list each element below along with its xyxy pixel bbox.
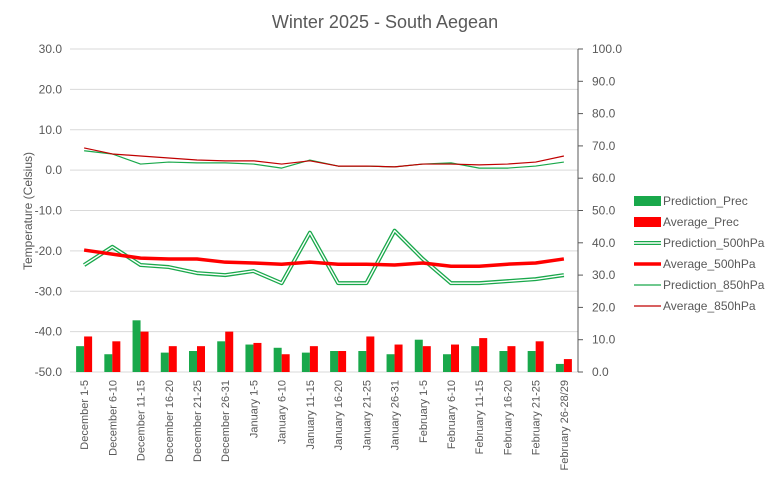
x-category-label: January 21-25 [361, 380, 373, 450]
y2-tick-label: 30.0 [592, 268, 616, 282]
bar-average-prec [309, 346, 318, 372]
bar-prediction-prec [358, 351, 367, 372]
bar-average-prec [140, 331, 149, 372]
y-tick-label: 0.0 [45, 163, 62, 177]
y2-tick-label: 70.0 [592, 139, 616, 153]
bar-average-prec [168, 346, 177, 372]
y-tick-label: -40.0 [35, 325, 63, 339]
x-category-label: February 21-25 [531, 380, 543, 455]
bar-average-prec [197, 346, 205, 372]
bar-average-prec [112, 341, 121, 372]
y2-tick-label: 90.0 [592, 74, 616, 88]
bar-average-prec [253, 342, 262, 372]
y2-tick-label: 10.0 [592, 333, 616, 347]
legend-prediction-prec-swatch [634, 196, 661, 206]
bar-prediction-prec [76, 346, 85, 372]
bar-prediction-prec [555, 363, 564, 372]
bar-prediction-prec [499, 351, 508, 372]
y2-tick-label: 20.0 [592, 300, 616, 314]
bar-average-prec [451, 344, 459, 372]
legend-average-prec-swatch [634, 217, 661, 227]
bar-average-prec [422, 346, 431, 372]
bar-average-prec [563, 359, 572, 372]
y-tick-label: -10.0 [35, 204, 63, 218]
bar-prediction-prec [386, 354, 395, 372]
y2-tick-label: 60.0 [592, 171, 616, 185]
legend-average-850hpa-label: Average_850hPa [663, 299, 756, 313]
chart-title: Winter 2025 - South Aegean [272, 12, 498, 32]
x-category-label: December 1-5 [79, 380, 91, 450]
x-category-label: January 1-5 [248, 380, 260, 438]
bar-average-prec [366, 336, 375, 372]
x-category-label: February 11-15 [474, 380, 486, 454]
bar-prediction-prec [527, 351, 536, 372]
x-category-label: December 11-15 [136, 380, 148, 461]
bar-average-prec [535, 341, 544, 372]
line-average-500hpa [83, 248, 565, 268]
bar-average-prec [394, 344, 403, 372]
x-category-label: December 26-31 [220, 380, 232, 462]
bar-prediction-prec [104, 354, 113, 372]
bar-prediction-prec [132, 320, 141, 372]
y2-tick-label: 40.0 [592, 236, 616, 250]
bar-prediction-prec [273, 347, 282, 372]
x-category-label: January 26-31 [390, 380, 402, 450]
x-category-label: December 6-10 [107, 380, 119, 456]
x-category-label: December 16-20 [164, 380, 176, 462]
bar-average-prec [507, 346, 516, 372]
bar-prediction-prec [245, 344, 254, 372]
y-axis-label: Temperature (Celsius) [21, 152, 35, 270]
line-average-850hpa [83, 147, 565, 168]
y-tick-label: -50.0 [35, 365, 63, 379]
x-category-label: January 16-20 [333, 380, 345, 450]
legend-average-500hpa-label: Average_500hPa [663, 257, 756, 271]
y2-tick-label: 80.0 [592, 107, 616, 121]
line-prediction-850hpa [84, 150, 564, 169]
bar-prediction-prec [414, 339, 423, 372]
legend-prediction-500hpa-label: Prediction_500hPa [663, 236, 765, 250]
y2-tick-label: 0.0 [592, 365, 609, 379]
bar-prediction-prec [443, 354, 451, 372]
y-tick-label: -30.0 [35, 284, 63, 298]
bar-prediction-prec [160, 352, 169, 372]
legend-prediction-prec-label: Prediction_Prec [663, 194, 748, 208]
x-category-label: January 11-15 [305, 380, 317, 450]
x-category-label: January 6-10 [277, 380, 289, 444]
y2-tick-label: 50.0 [592, 204, 616, 218]
x-category-label: February 6-10 [446, 380, 458, 449]
bar-prediction-prec [189, 351, 197, 372]
line-prediction-500hpa-inner [83, 229, 564, 284]
x-category-label: February 1-5 [418, 380, 430, 443]
y-tick-label: 20.0 [39, 82, 63, 96]
bar-average-prec [84, 336, 93, 372]
x-category-label: December 21-25 [192, 380, 204, 462]
bar-prediction-prec [301, 352, 310, 372]
bar-average-prec [479, 338, 488, 372]
x-category-label: February 26-28/29 [559, 380, 571, 471]
legend-average-prec-label: Average_Prec [663, 215, 739, 229]
y2-tick-label: 100.0 [592, 42, 622, 56]
legend-prediction-850hpa-label: Prediction_850hPa [663, 278, 765, 292]
x-category-label: February 16-20 [502, 380, 514, 455]
bar-prediction-prec [471, 346, 480, 372]
y-tick-label: 30.0 [39, 42, 63, 56]
bar-prediction-prec [217, 341, 226, 372]
bar-average-prec [338, 351, 347, 372]
y-tick-label: 10.0 [39, 123, 63, 137]
y-tick-label: -20.0 [35, 244, 63, 258]
bar-average-prec [281, 354, 290, 372]
bar-prediction-prec [330, 351, 339, 372]
bar-average-prec [225, 331, 234, 372]
